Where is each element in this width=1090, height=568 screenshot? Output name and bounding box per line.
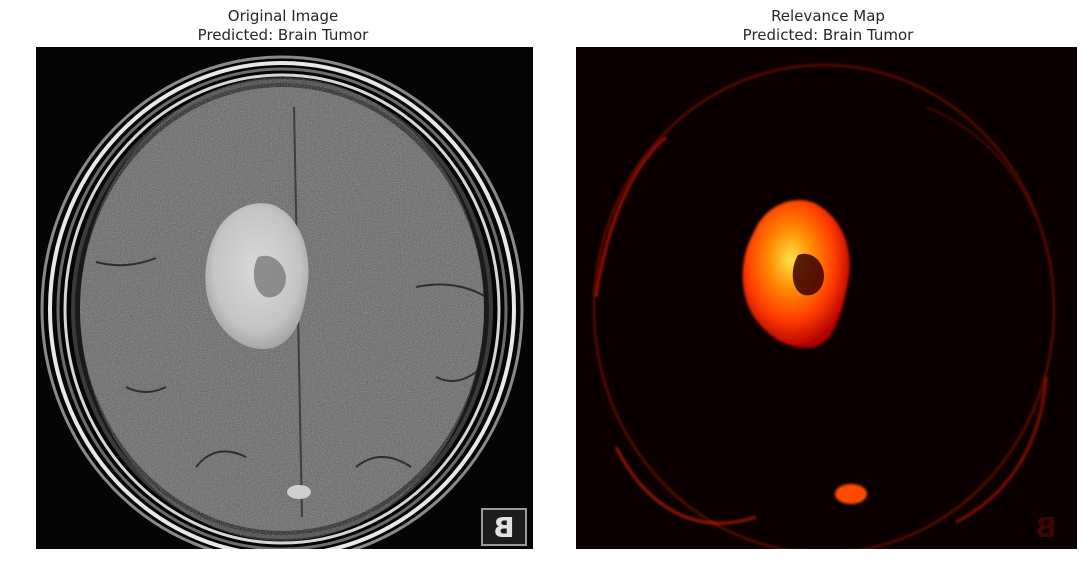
relevance-map-title-line2: Predicted: Brain Tumor [742, 26, 914, 44]
relevance-heatmap: B [576, 47, 1077, 549]
svg-text:B: B [1035, 511, 1056, 544]
original-image-title-line2: Predicted: Brain Tumor [197, 26, 369, 44]
relevance-map-panel: Relevance Map Predicted: Brain Tumor [566, 0, 1090, 568]
original-image-title: Original Image Predicted: Brain Tumor [0, 7, 566, 45]
relevance-map-title: Relevance Map Predicted: Brain Tumor [566, 7, 1090, 45]
original-image-panel: Original Image Predicted: Brain Tumor [0, 7, 566, 549]
svg-text:B: B [493, 511, 514, 544]
mri-image: B [36, 47, 533, 549]
original-image-title-line1: Original Image [227, 7, 339, 25]
relevance-map-title-line1: Relevance Map [771, 7, 885, 25]
